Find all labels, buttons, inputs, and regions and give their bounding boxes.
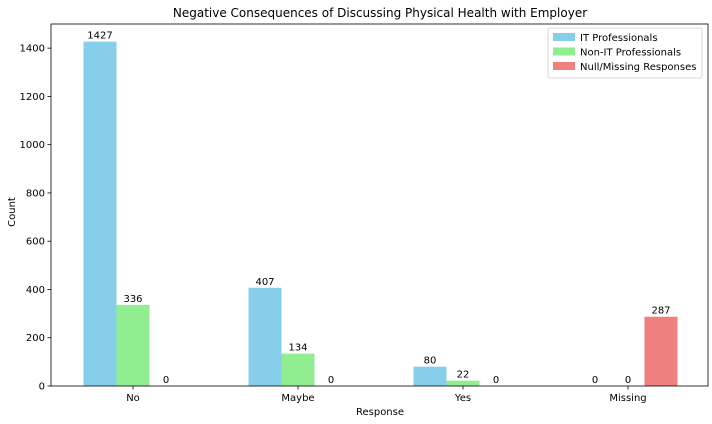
legend-label: Non-IT Professionals — [580, 48, 681, 59]
data-label: 1427 — [87, 31, 112, 42]
y-tick-label: 1200 — [20, 92, 45, 103]
data-label: 0 — [493, 375, 499, 386]
legend-swatch — [553, 47, 575, 56]
data-label: 287 — [651, 306, 670, 317]
y-tick-label: 400 — [26, 285, 45, 296]
y-tick-label: 0 — [39, 382, 45, 393]
bar-it-professionals-yes — [413, 366, 447, 386]
legend: IT Professionals Non-IT Professionals Null… — [547, 27, 703, 79]
x-tick-label: No — [126, 393, 140, 404]
bar-it-professionals-no — [83, 41, 117, 386]
bar-null-missing-responses-missing — [644, 316, 678, 386]
x-tick-label: Yes — [454, 393, 471, 404]
y-tick-label: 1000 — [20, 140, 45, 151]
axes-frame — [50, 23, 709, 387]
data-label: 80 — [424, 356, 437, 367]
data-label: 0 — [625, 375, 631, 386]
bar-non-it-professionals-no — [116, 304, 150, 386]
y-axis-label: Count — [7, 197, 18, 227]
x-tick-label: Missing — [609, 393, 646, 404]
bar-non-it-professionals-yes — [446, 380, 480, 386]
data-label: 22 — [457, 370, 470, 381]
y-tick-label: 600 — [26, 237, 45, 248]
x-axis-label: Response — [356, 407, 404, 418]
legend-label: IT Professionals — [580, 33, 658, 44]
legend-swatch — [553, 62, 575, 70]
bar-it-professionals-maybe — [248, 287, 282, 386]
data-label: 0 — [592, 375, 598, 386]
y-tick-label: 800 — [26, 188, 45, 199]
bar-non-it-professionals-maybe — [281, 353, 315, 386]
data-label: 0 — [163, 375, 169, 386]
data-label: 407 — [255, 277, 274, 288]
data-label: 336 — [123, 294, 142, 305]
legend-label: Null/Missing Responses — [580, 62, 696, 73]
chart-title: Negative Consequences of Discussing Phys… — [173, 6, 587, 20]
legend-box — [547, 27, 703, 79]
data-label: 0 — [328, 375, 334, 386]
legend-swatch — [553, 33, 575, 41]
y-tick-label: 1400 — [20, 44, 45, 55]
data-label: 134 — [288, 343, 307, 354]
y-tick-label: 200 — [26, 333, 45, 344]
x-tick-label: Maybe — [281, 393, 314, 404]
